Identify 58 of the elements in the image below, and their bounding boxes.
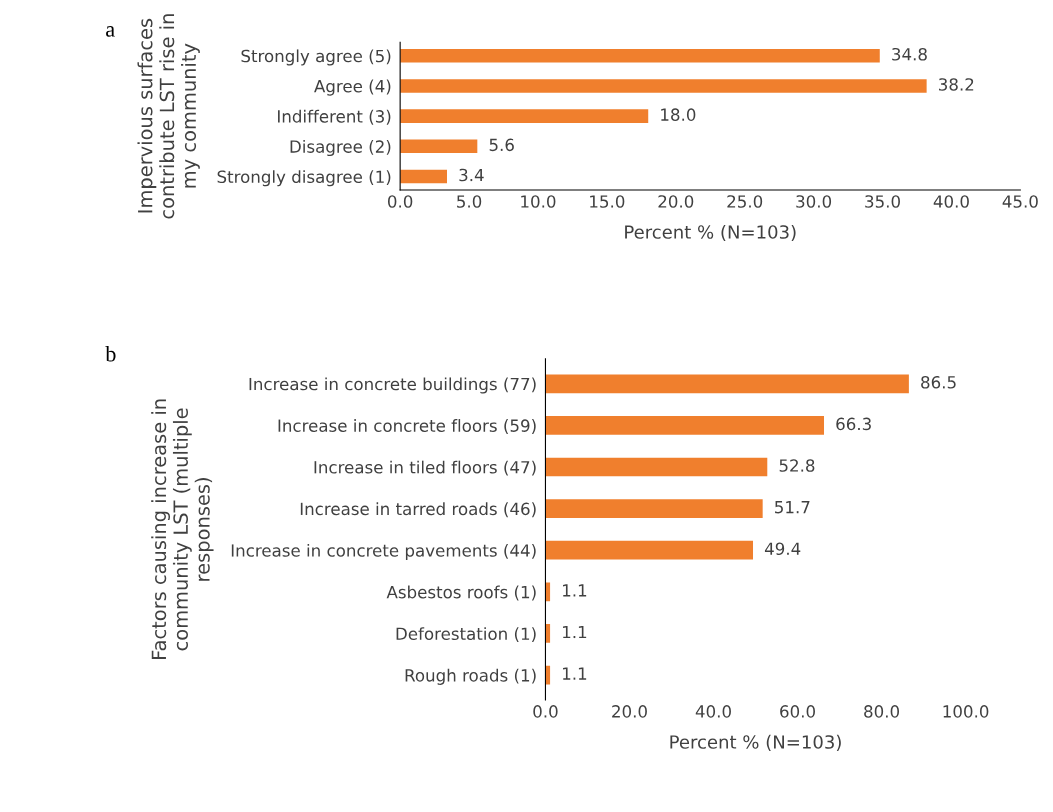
x-tick-label: 0.0 — [387, 195, 413, 208]
data-label: 86.5 — [921, 376, 956, 389]
bar — [545, 499, 763, 518]
data-label: 49.4 — [764, 542, 801, 556]
y-tick-label: Increase in concrete buildings (77) — [249, 377, 536, 394]
x-tick-label: 10.0 — [521, 195, 556, 208]
y-tick-label: Increase in concrete floors (59) — [278, 419, 536, 434]
data-label: 3.4 — [459, 168, 484, 182]
text: a — [106, 26, 115, 37]
bar — [545, 416, 825, 435]
data-label: 38.2 — [939, 78, 974, 91]
data-label: 1.1 — [563, 667, 587, 680]
x-axis-title: Percent % (N=103) — [625, 224, 796, 241]
data-label: 18.0 — [661, 108, 696, 121]
bar — [545, 457, 768, 477]
data-label: 51.7 — [775, 501, 810, 514]
bar — [545, 540, 754, 560]
data-label: 52.8 — [779, 459, 815, 472]
data-label: 1.1 — [563, 584, 587, 597]
x-tick-label: 5.0 — [457, 195, 482, 208]
bar — [400, 79, 927, 93]
data-label: 1.1 — [563, 625, 587, 639]
y-tick-label: Strongly disagree (1) — [217, 170, 391, 187]
y-tick-label: Indifferent (3) — [278, 109, 391, 125]
y-tick-label: Increase in concrete pavements (44) — [231, 543, 536, 561]
x-tick-label: 15.0 — [590, 195, 625, 208]
bar — [400, 48, 880, 63]
y-tick-label: Asbestos roofs (1) — [386, 585, 536, 601]
data-label: 66.3 — [836, 417, 871, 431]
y-axis-title: Factors causing increase in community LST (multiple responses) — [151, 399, 214, 660]
data-label: 5.6 — [489, 138, 514, 152]
y-tick-label: Rough roads (1) — [405, 668, 536, 685]
y-tick-label: Deforestation (1) — [396, 627, 536, 642]
x-tick-label: 40.0 — [695, 705, 731, 718]
y-tick-label: Increase in tarred roads (46) — [300, 502, 536, 518]
x-tick-label: 30.0 — [796, 195, 832, 208]
x-tick-label: 60.0 — [780, 705, 815, 718]
x-tick-label: 20.0 — [658, 195, 694, 208]
bar — [545, 374, 909, 394]
bar — [400, 169, 447, 184]
text: b — [105, 345, 116, 362]
y-axis-title: Impervious surfaces contribute LST rise in my community — [137, 14, 200, 219]
y-tick-label: Disagree (2) — [290, 139, 391, 157]
x-tick-label: 40.0 — [933, 195, 969, 208]
x-axis-title: Percent % (N=103) — [670, 734, 841, 751]
bar — [400, 139, 478, 154]
x-tick-label: 80.0 — [864, 705, 900, 718]
x-tick-label: 20.0 — [612, 705, 647, 718]
y-tick-label: Agree (4) — [314, 79, 391, 96]
x-tick-label: 100.0 — [943, 705, 989, 718]
y-tick-label: Strongly agree (5) — [241, 49, 391, 66]
data-label: 34.8 — [892, 47, 927, 61]
x-tick-label: 25.0 — [727, 195, 763, 208]
x-tick-label: 45.0 — [1002, 195, 1038, 208]
x-tick-label: 35.0 — [865, 195, 900, 208]
x-tick-label: 0.0 — [533, 705, 558, 718]
bar — [400, 109, 649, 123]
y-tick-label: Increase in tiled floors (47) — [314, 460, 536, 476]
